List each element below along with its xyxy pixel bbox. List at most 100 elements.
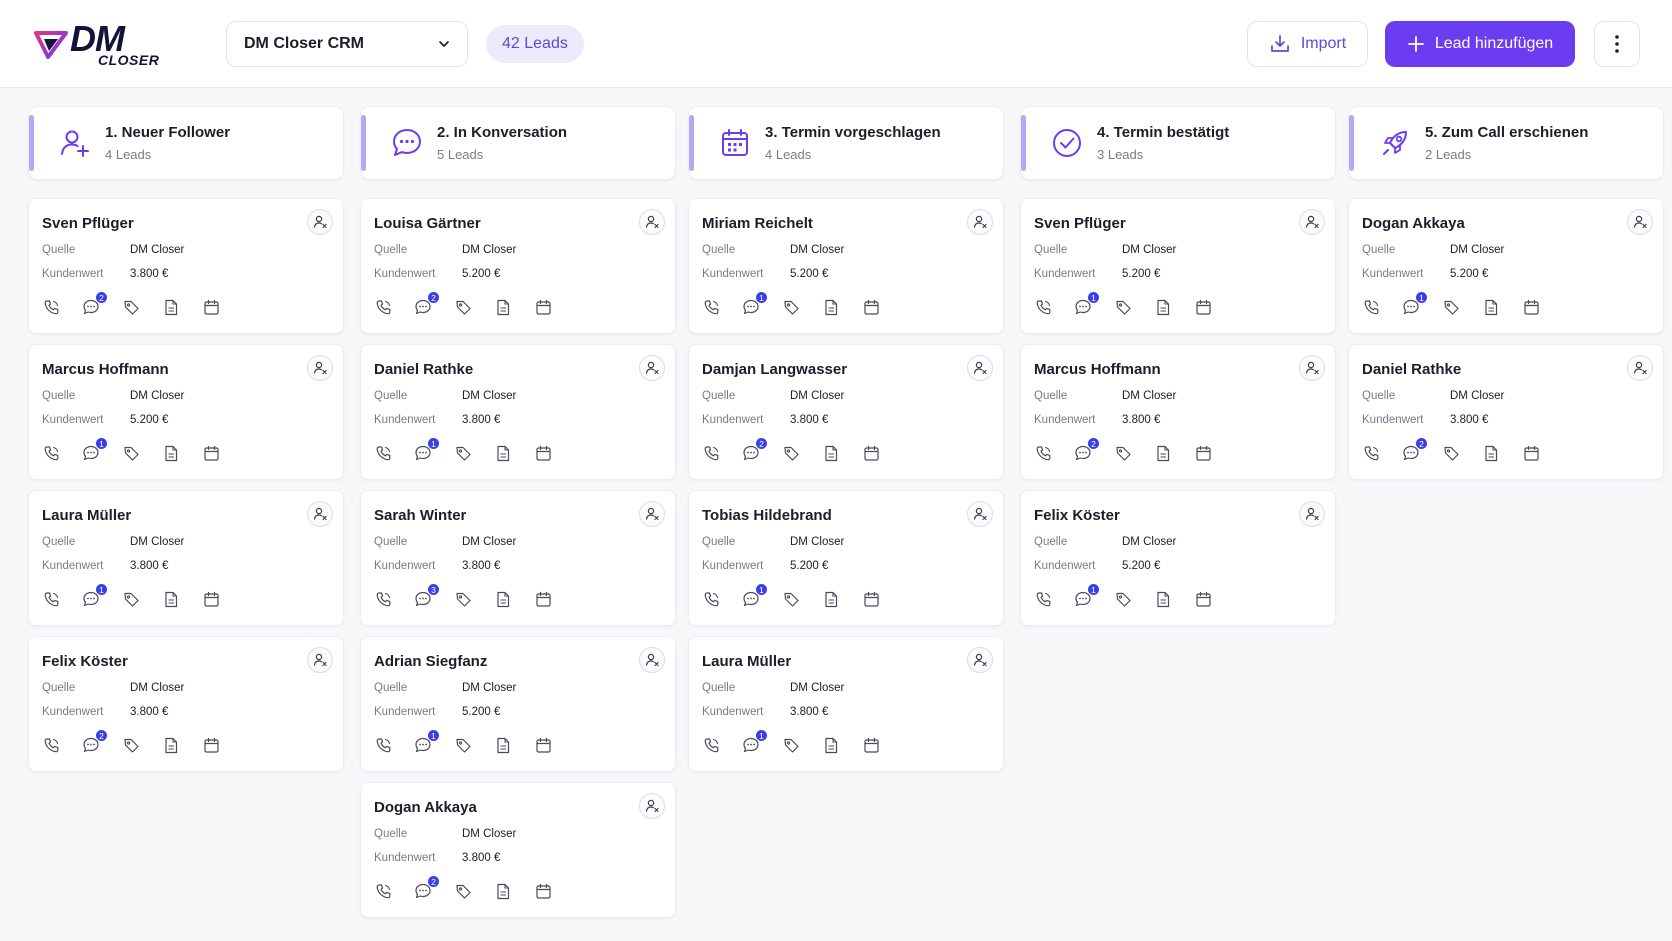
tag-button[interactable] — [454, 298, 472, 316]
column-header[interactable]: 1. Neuer Follower 4 Leads — [28, 106, 344, 180]
schedule-button[interactable] — [1522, 444, 1540, 462]
schedule-button[interactable] — [862, 298, 880, 316]
notes-button[interactable] — [494, 298, 512, 316]
call-button[interactable] — [42, 444, 60, 462]
lead-card[interactable]: Laura Müller Quelle DM Closer Kundenwert… — [688, 636, 1004, 772]
schedule-button[interactable] — [534, 444, 552, 462]
lead-card[interactable]: Marcus Hoffmann Quelle DM Closer Kundenw… — [28, 344, 344, 480]
tag-button[interactable] — [122, 298, 140, 316]
messages-button[interactable]: 2 — [742, 437, 768, 462]
assign-user-button[interactable] — [1299, 501, 1325, 527]
messages-button[interactable]: 1 — [414, 437, 440, 462]
schedule-button[interactable] — [534, 882, 552, 900]
schedule-button[interactable] — [202, 590, 220, 608]
tag-button[interactable] — [122, 590, 140, 608]
messages-button[interactable]: 1 — [82, 437, 108, 462]
lead-card[interactable]: Miriam Reichelt Quelle DM Closer Kundenw… — [688, 198, 1004, 334]
tag-button[interactable] — [454, 736, 472, 754]
tag-button[interactable] — [782, 590, 800, 608]
add-lead-button[interactable]: Lead hinzufügen — [1385, 20, 1575, 67]
schedule-button[interactable] — [1522, 298, 1540, 316]
lead-card[interactable]: Tobias Hildebrand Quelle DM Closer Kunde… — [688, 490, 1004, 626]
call-button[interactable] — [42, 298, 60, 316]
messages-button[interactable]: 2 — [1402, 437, 1428, 462]
tag-button[interactable] — [782, 444, 800, 462]
tag-button[interactable] — [1114, 590, 1132, 608]
call-button[interactable] — [702, 736, 720, 754]
lead-card[interactable]: Sven Pflüger Quelle DM Closer Kundenwert… — [28, 198, 344, 334]
tag-button[interactable] — [782, 298, 800, 316]
schedule-button[interactable] — [862, 736, 880, 754]
schedule-button[interactable] — [862, 444, 880, 462]
notes-button[interactable] — [162, 298, 180, 316]
call-button[interactable] — [374, 590, 392, 608]
schedule-button[interactable] — [1194, 444, 1212, 462]
notes-button[interactable] — [1154, 444, 1172, 462]
lead-card[interactable]: Daniel Rathke Quelle DM Closer Kundenwer… — [360, 344, 676, 480]
notes-button[interactable] — [1482, 444, 1500, 462]
lead-card[interactable]: Dogan Akkaya Quelle DM Closer Kundenwert… — [360, 782, 676, 918]
call-button[interactable] — [374, 444, 392, 462]
messages-button[interactable]: 1 — [742, 583, 768, 608]
lead-card[interactable]: Damjan Langwasser Quelle DM Closer Kunde… — [688, 344, 1004, 480]
call-button[interactable] — [702, 590, 720, 608]
schedule-button[interactable] — [1194, 590, 1212, 608]
messages-button[interactable]: 1 — [1402, 291, 1428, 316]
call-button[interactable] — [1034, 590, 1052, 608]
assign-user-button[interactable] — [967, 355, 993, 381]
assign-user-button[interactable] — [1627, 209, 1653, 235]
messages-button[interactable]: 2 — [1074, 437, 1100, 462]
schedule-button[interactable] — [534, 298, 552, 316]
call-button[interactable] — [374, 736, 392, 754]
assign-user-button[interactable] — [307, 209, 333, 235]
logo[interactable]: DM CLOSER — [34, 19, 194, 69]
lead-card[interactable]: Laura Müller Quelle DM Closer Kundenwert… — [28, 490, 344, 626]
lead-card[interactable]: Sarah Winter Quelle DM Closer Kundenwert… — [360, 490, 676, 626]
tag-button[interactable] — [1442, 298, 1460, 316]
tag-button[interactable] — [454, 590, 472, 608]
notes-button[interactable] — [494, 590, 512, 608]
notes-button[interactable] — [162, 444, 180, 462]
assign-user-button[interactable] — [967, 647, 993, 673]
call-button[interactable] — [702, 298, 720, 316]
notes-button[interactable] — [162, 590, 180, 608]
notes-button[interactable] — [494, 736, 512, 754]
column-header[interactable]: 2. In Konversation 5 Leads — [360, 106, 676, 180]
column-header[interactable]: 5. Zum Call erschienen 2 Leads — [1348, 106, 1664, 180]
call-button[interactable] — [374, 882, 392, 900]
lead-card[interactable]: Felix Köster Quelle DM Closer Kundenwert… — [28, 636, 344, 772]
assign-user-button[interactable] — [967, 209, 993, 235]
lead-card[interactable]: Louisa Gärtner Quelle DM Closer Kundenwe… — [360, 198, 676, 334]
assign-user-button[interactable] — [307, 647, 333, 673]
assign-user-button[interactable] — [967, 501, 993, 527]
assign-user-button[interactable] — [307, 355, 333, 381]
call-button[interactable] — [1362, 444, 1380, 462]
notes-button[interactable] — [822, 444, 840, 462]
assign-user-button[interactable] — [1299, 355, 1325, 381]
call-button[interactable] — [1362, 298, 1380, 316]
assign-user-button[interactable] — [1299, 209, 1325, 235]
schedule-button[interactable] — [862, 590, 880, 608]
lead-card[interactable]: Daniel Rathke Quelle DM Closer Kundenwer… — [1348, 344, 1664, 480]
notes-button[interactable] — [822, 298, 840, 316]
call-button[interactable] — [42, 736, 60, 754]
assign-user-button[interactable] — [639, 501, 665, 527]
messages-button[interactable]: 1 — [1074, 291, 1100, 316]
notes-button[interactable] — [494, 882, 512, 900]
column-header[interactable]: 4. Termin bestätigt 3 Leads — [1020, 106, 1336, 180]
lead-card[interactable]: Dogan Akkaya Quelle DM Closer Kundenwert… — [1348, 198, 1664, 334]
messages-button[interactable]: 1 — [82, 583, 108, 608]
tag-button[interactable] — [1442, 444, 1460, 462]
messages-button[interactable]: 1 — [742, 729, 768, 754]
call-button[interactable] — [702, 444, 720, 462]
messages-button[interactable]: 2 — [82, 291, 108, 316]
call-button[interactable] — [1034, 298, 1052, 316]
messages-button[interactable]: 1 — [414, 729, 440, 754]
messages-button[interactable]: 2 — [414, 875, 440, 900]
column-header[interactable]: 3. Termin vorgeschlagen 4 Leads — [688, 106, 1004, 180]
lead-card[interactable]: Sven Pflüger Quelle DM Closer Kundenwert… — [1020, 198, 1336, 334]
assign-user-button[interactable] — [639, 647, 665, 673]
schedule-button[interactable] — [202, 444, 220, 462]
schedule-button[interactable] — [1194, 298, 1212, 316]
assign-user-button[interactable] — [307, 501, 333, 527]
